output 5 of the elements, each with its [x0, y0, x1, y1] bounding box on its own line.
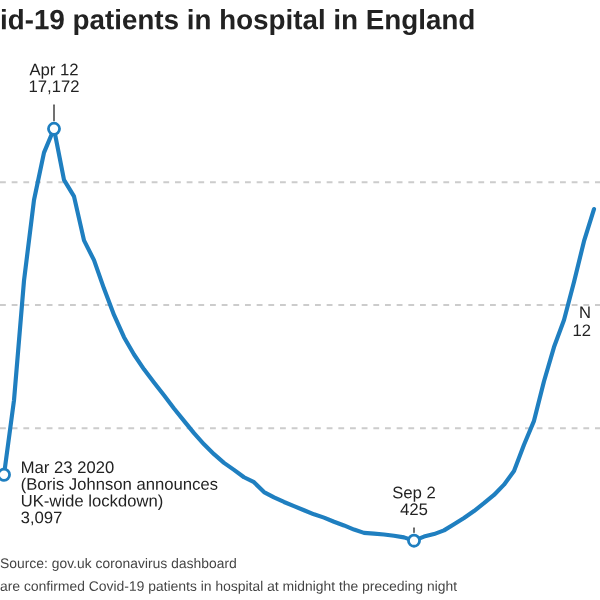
annotation: Sep 2 425 [392, 486, 435, 516]
annotation: Mar 23 2020 (Boris Johnson announces UK-wide lockdown) 3,097 [21, 461, 218, 526]
annotation: N 12 [573, 306, 591, 337]
annotation: Apr 12 17,172 [29, 63, 79, 95]
chart-title: id-19 patients in hospital in England [1, 9, 474, 36]
